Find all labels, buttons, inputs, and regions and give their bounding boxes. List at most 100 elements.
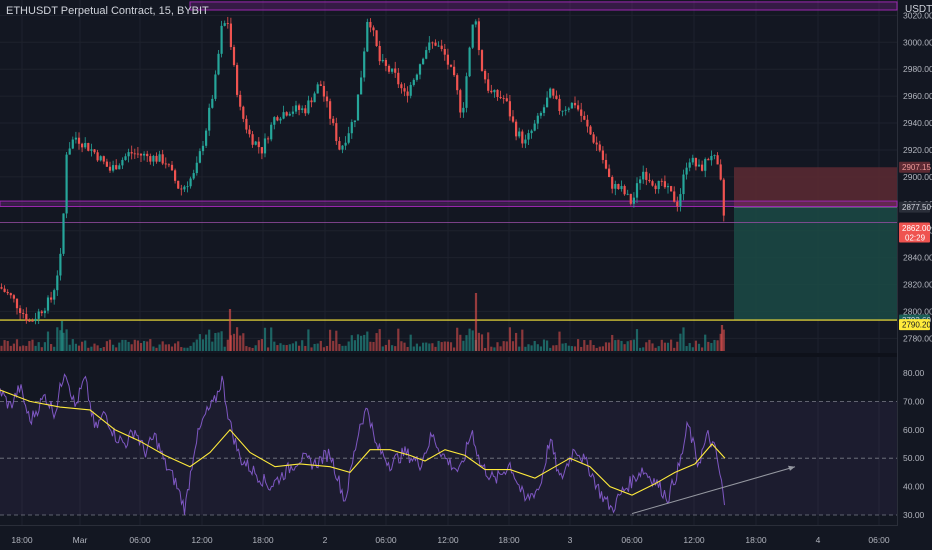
volume-bar <box>0 345 3 351</box>
candle <box>298 105 301 110</box>
volume-bar <box>635 329 639 351</box>
volume-bar <box>542 339 546 351</box>
volume-bar <box>564 343 567 351</box>
volume-bar <box>589 340 592 351</box>
volume-bar <box>130 344 133 351</box>
volume-bar <box>406 346 409 351</box>
volume-bar <box>719 333 722 351</box>
candle <box>112 165 115 171</box>
candle <box>226 23 229 24</box>
candle <box>155 155 158 162</box>
volume-bar <box>59 330 62 351</box>
volume-bar <box>471 330 474 351</box>
candle <box>282 112 285 119</box>
volume-bar <box>158 344 161 351</box>
candle <box>208 107 211 131</box>
candle <box>267 138 270 140</box>
candle <box>335 123 338 142</box>
candle <box>679 194 682 207</box>
volume-bar <box>282 344 285 351</box>
volume-bar <box>56 327 59 351</box>
candle <box>623 186 626 195</box>
volume-bar <box>611 334 614 351</box>
volume-bar <box>232 333 236 351</box>
volume-bar <box>598 346 601 351</box>
candle <box>484 70 487 80</box>
candle <box>635 183 639 198</box>
candle <box>121 159 124 166</box>
candle <box>620 186 623 190</box>
candle <box>601 150 604 160</box>
candle <box>276 117 279 121</box>
candle <box>446 54 449 65</box>
volume-bar <box>329 329 332 351</box>
volume-bar <box>632 339 635 351</box>
candle <box>710 155 713 161</box>
candle <box>325 96 329 102</box>
volume-bar <box>639 347 642 351</box>
rsi-tick-label: 40.00 <box>903 482 925 492</box>
candle <box>338 141 341 150</box>
volume-bar <box>713 339 716 351</box>
candle <box>375 30 378 46</box>
candle <box>31 320 34 322</box>
volume-bar <box>425 342 428 351</box>
volume-bar <box>496 342 499 351</box>
volume-bar <box>642 347 645 351</box>
candle <box>437 45 440 47</box>
candle <box>223 23 226 26</box>
candle <box>542 107 546 113</box>
volume-bar <box>50 344 53 351</box>
volume-bar <box>477 332 480 351</box>
volume-bar <box>456 327 459 351</box>
volume-bar <box>440 342 443 351</box>
volume-bar <box>657 346 660 351</box>
volume-bar <box>313 343 316 351</box>
candle <box>676 201 679 207</box>
candle <box>425 50 428 59</box>
volume-bar <box>31 339 34 351</box>
candle <box>701 164 704 171</box>
volume-bar <box>170 346 174 351</box>
candle <box>167 164 170 166</box>
candle <box>347 133 350 143</box>
candle <box>394 68 397 73</box>
candle <box>648 179 651 182</box>
volume-bar <box>465 335 468 351</box>
candle <box>608 168 611 178</box>
candle <box>604 159 608 169</box>
candle <box>189 178 192 187</box>
price-label <box>899 319 930 331</box>
volume-bar <box>629 340 632 351</box>
volume-bar <box>654 347 657 351</box>
candle <box>626 193 629 195</box>
volume-bar <box>344 345 347 351</box>
volume-bar <box>301 340 304 351</box>
volume-bar <box>561 343 564 351</box>
candle <box>598 144 601 151</box>
candle <box>406 91 409 96</box>
candle <box>71 139 74 149</box>
candle <box>174 170 177 181</box>
volume-bar <box>260 339 263 351</box>
volume-bar <box>608 342 611 351</box>
volume-bar <box>378 329 381 351</box>
candle <box>583 115 586 120</box>
volume-bar <box>515 332 518 351</box>
candle <box>505 98 508 102</box>
candle <box>580 109 583 116</box>
candle <box>161 154 164 164</box>
chart-title: ETHUSDT Perpetual Contract, 15, BYBIT <box>6 5 209 17</box>
candle <box>716 155 719 165</box>
volume-bar <box>682 327 685 351</box>
volume-bar <box>90 346 93 351</box>
candle <box>443 49 446 55</box>
volume-bar <box>115 347 118 351</box>
candle <box>15 298 19 309</box>
volume-bar <box>9 345 12 351</box>
volume-bar <box>186 347 189 351</box>
candle <box>722 179 725 216</box>
candle <box>232 47 236 66</box>
volume-bar <box>533 340 536 351</box>
